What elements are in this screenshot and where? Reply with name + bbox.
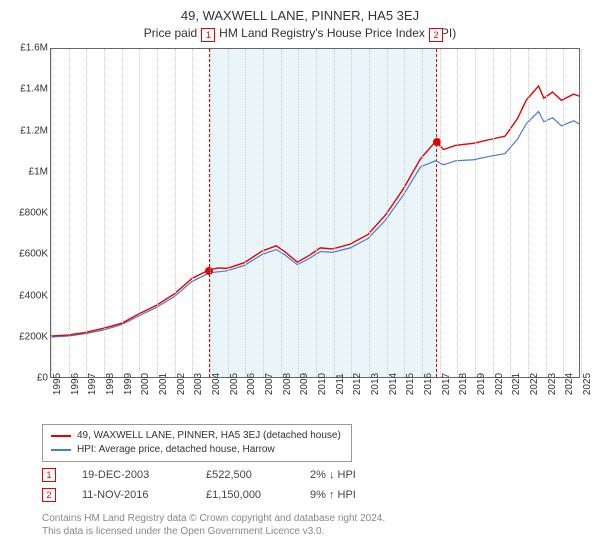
- chart-lines: [51, 49, 579, 377]
- x-axis: 1995199619971998199920002001200220032004…: [50, 380, 580, 420]
- marker-2: 2: [429, 28, 443, 42]
- footnote-line-2: This data is licensed under the Open Gov…: [42, 525, 600, 538]
- footnote: Contains HM Land Registry data © Crown c…: [42, 512, 600, 538]
- legend-item-hpi: HPI: Average price, detached house, Harr…: [51, 443, 343, 457]
- transaction-row-2: 2 11-NOV-2016 £1,150,000 9% ↑ HPI: [42, 488, 600, 502]
- legend-label-hpi: HPI: Average price, detached house, Harr…: [77, 443, 275, 457]
- row-price-2: £1,150,000: [206, 489, 284, 501]
- row-marker-2: 2: [42, 488, 56, 502]
- chart-title: 49, WAXWELL LANE, PINNER, HA5 3EJ: [0, 8, 600, 23]
- marker-1: 1: [201, 28, 215, 42]
- row-date-1: 19-DEC-2003: [82, 469, 180, 481]
- transaction-table: 1 19-DEC-2003 £522,500 2% ↓ HPI 2 11-NOV…: [42, 468, 600, 502]
- row-pct-1: 2% ↓ HPI: [310, 469, 390, 481]
- transaction-row-1: 1 19-DEC-2003 £522,500 2% ↓ HPI: [42, 468, 600, 482]
- y-axis: £0£200K£400K£600K£800K£1M£1.2M£1.4M£1.6M: [0, 48, 48, 378]
- chart-area: £0£200K£400K£600K£800K£1M£1.2M£1.4M£1.6M…: [40, 48, 600, 418]
- legend-label-property: 49, WAXWELL LANE, PINNER, HA5 3EJ (detac…: [77, 429, 341, 443]
- row-price-1: £522,500: [206, 469, 284, 481]
- legend-swatch-property: [51, 435, 71, 437]
- row-pct-2: 9% ↑ HPI: [310, 489, 390, 501]
- plot-area: [50, 48, 580, 378]
- row-marker-1: 1: [42, 468, 56, 482]
- footnote-line-1: Contains HM Land Registry data © Crown c…: [42, 512, 600, 525]
- legend-swatch-hpi: [51, 449, 71, 451]
- legend-item-property: 49, WAXWELL LANE, PINNER, HA5 3EJ (detac…: [51, 429, 343, 443]
- row-date-2: 11-NOV-2016: [82, 489, 180, 501]
- chart-subtitle: Price paid vs. HM Land Registry's House …: [0, 26, 600, 40]
- legend: 49, WAXWELL LANE, PINNER, HA5 3EJ (detac…: [42, 424, 352, 462]
